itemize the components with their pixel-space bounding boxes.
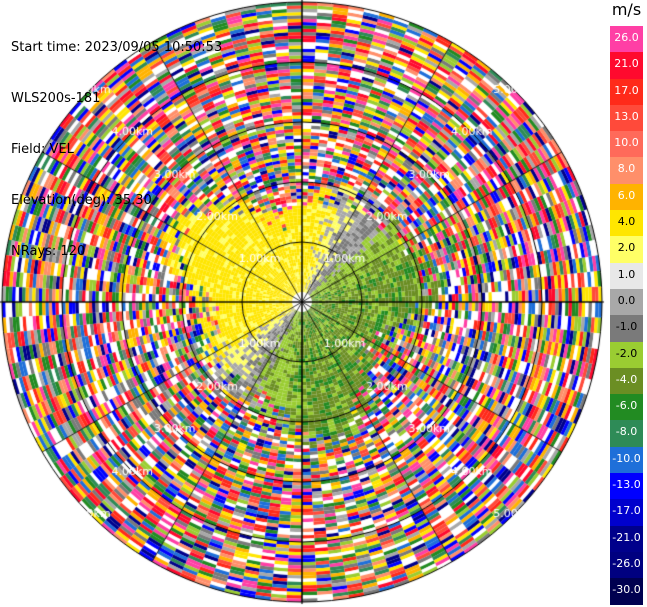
colorbar-level-label: -8.0 xyxy=(615,425,638,439)
instrument-label: WLS200s-181 xyxy=(11,91,101,106)
scan-metadata: Start time: 2023/09/05 10:50:53 WLS200s-… xyxy=(11,5,222,277)
colorbar-level-label: -26.0 xyxy=(612,556,641,570)
colorbar-level-label: 0.0 xyxy=(617,293,636,307)
nrays-label: NRays: 120 xyxy=(11,244,86,259)
colorbar-level-label: -10.0 xyxy=(612,451,641,465)
colorbar-level-label: -2.0 xyxy=(615,346,638,360)
colorbar-level: 21.0 xyxy=(610,52,643,79)
colorbar-level: 6.0 xyxy=(610,183,643,211)
colorbar-level-label: -21.0 xyxy=(612,530,641,544)
colorbar-level: 1.0 xyxy=(610,262,643,289)
colorbar-level-label: 10.0 xyxy=(614,136,639,150)
colorbar-level-label: 1.0 xyxy=(617,267,636,281)
colorbar-level-label: 4.0 xyxy=(617,215,636,229)
colorbar-level: 10.0 xyxy=(610,131,643,158)
colorbar-level: -26.0 xyxy=(610,551,643,579)
colorbar-level-label: -30.0 xyxy=(612,583,641,597)
colorbar-level-label: 8.0 xyxy=(617,162,636,176)
colorbar-level: 8.0 xyxy=(610,157,643,184)
colorbar-level: -2.0 xyxy=(610,341,643,368)
start-time-label: Start time: 2023/09/05 10:50:53 xyxy=(11,40,223,55)
colorbar-level-label: 26.0 xyxy=(614,31,639,44)
colorbar-level-label: 21.0 xyxy=(614,57,639,71)
colorbar-level: 2.0 xyxy=(610,236,643,263)
colorbar: 26.0 21.0 17.0 13.0 10.0 8.0 6.0 4.0 2.0 1.0 0.0 -1… xyxy=(610,26,643,605)
colorbar-level-label: -6.0 xyxy=(615,399,638,413)
colorbar-unit: m/s xyxy=(611,0,642,19)
colorbar-level: 13.0 xyxy=(610,104,643,132)
colorbar-level: -4.0 xyxy=(610,367,643,395)
colorbar-level-label: -13.0 xyxy=(612,478,641,492)
colorbar-level: 17.0 xyxy=(610,78,643,105)
colorbar-level: 26.0 xyxy=(610,26,643,53)
colorbar-level-label: -17.0 xyxy=(612,504,641,518)
elevation-label: Elevation(deg): 35.30 xyxy=(11,193,152,208)
colorbar-level: -21.0 xyxy=(610,525,643,552)
colorbar-level-label: 2.0 xyxy=(617,241,636,255)
colorbar-level-label: 17.0 xyxy=(614,83,639,97)
colorbar-level: -6.0 xyxy=(610,394,643,421)
colorbar-level: -1.0 xyxy=(610,315,643,342)
colorbar-level: -30.0 xyxy=(610,578,643,605)
colorbar-level: 0.0 xyxy=(610,288,643,316)
colorbar-level: -13.0 xyxy=(610,473,643,500)
colorbar-level: -10.0 xyxy=(610,446,643,474)
colorbar-level-label: -1.0 xyxy=(615,320,638,334)
colorbar-level: -17.0 xyxy=(610,499,643,526)
colorbar-level-label: 13.0 xyxy=(614,109,639,123)
colorbar-level-label: 6.0 xyxy=(617,188,636,202)
colorbar-level: -8.0 xyxy=(610,420,643,447)
colorbar-level: 4.0 xyxy=(610,210,643,237)
colorbar-level-label: -4.0 xyxy=(615,372,638,386)
field-label: Field: VEL xyxy=(11,142,74,157)
